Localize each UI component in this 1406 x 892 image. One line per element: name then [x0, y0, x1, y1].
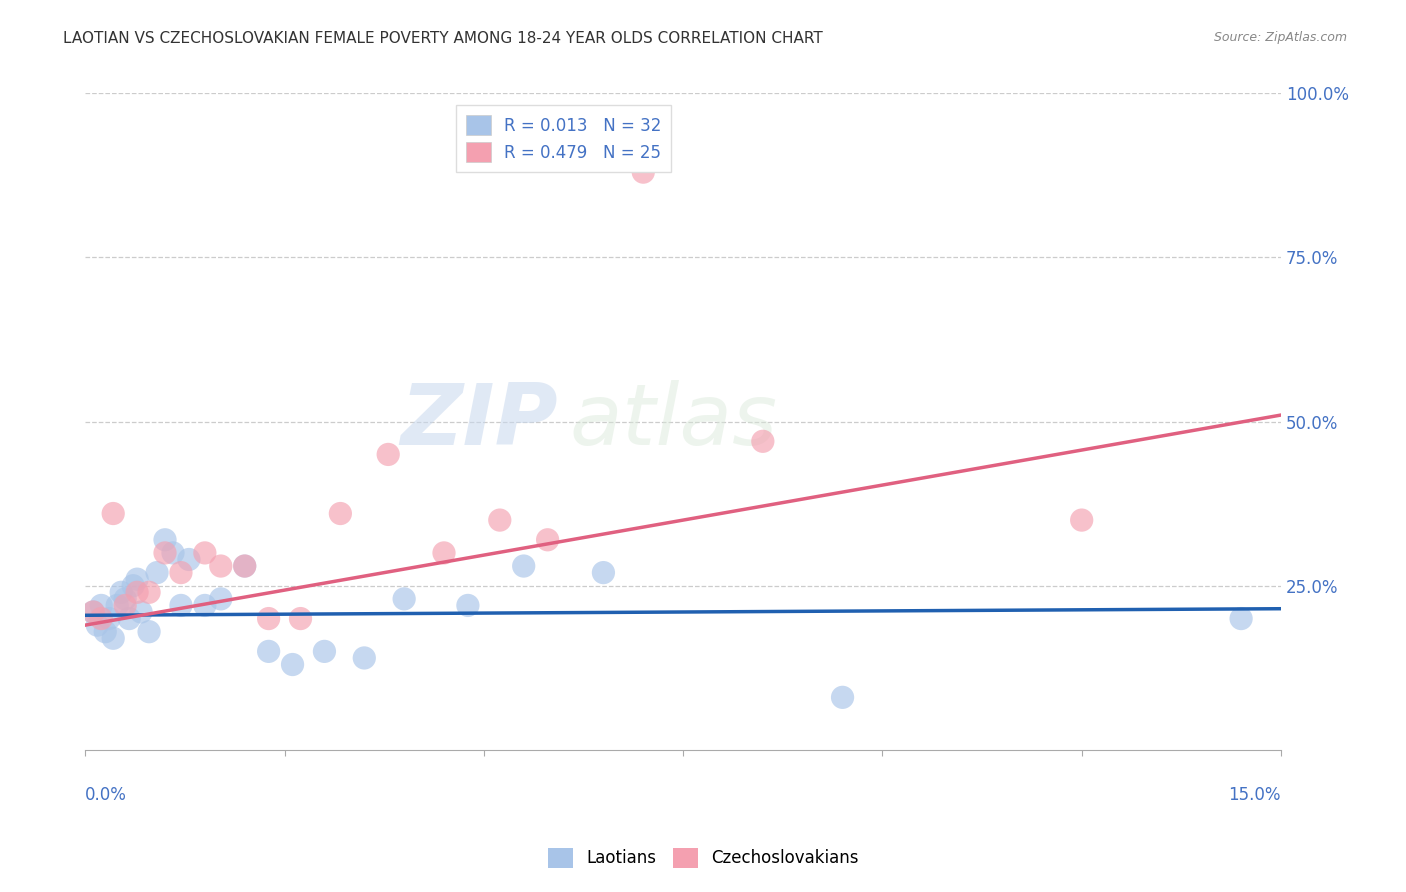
Point [257, 611, 280, 625]
Point [592, 566, 614, 580]
Point [82, 605, 104, 619]
Point [233, 559, 256, 574]
Text: atlas: atlas [569, 380, 778, 463]
Point [153, 533, 176, 547]
Point [209, 591, 232, 606]
Point [146, 566, 169, 580]
Text: LAOTIAN VS CZECHOSLOVAKIAN FEMALE POVERTY AMONG 18-24 YEAR OLDS CORRELATION CHAR: LAOTIAN VS CZECHOSLOVAKIAN FEMALE POVERT… [63, 31, 823, 46]
Point [831, 690, 853, 705]
Point [122, 579, 145, 593]
Point [90, 599, 112, 613]
Point [90, 611, 112, 625]
Legend: Laotians, Czechoslovakians: Laotians, Czechoslovakians [541, 841, 865, 875]
Point [153, 546, 176, 560]
Point [633, 165, 655, 179]
Point [86, 618, 108, 632]
Point [281, 657, 304, 672]
Point [457, 599, 479, 613]
Point [170, 599, 193, 613]
Point [1230, 611, 1253, 625]
Point [129, 605, 152, 619]
Text: Source: ZipAtlas.com: Source: ZipAtlas.com [1213, 31, 1347, 45]
Point [392, 591, 415, 606]
Point [82, 605, 104, 619]
Point [329, 507, 352, 521]
Point [233, 559, 256, 574]
Point [536, 533, 558, 547]
Point [127, 585, 149, 599]
Point [103, 507, 125, 521]
Point [433, 546, 456, 560]
Point [177, 552, 200, 566]
Point [162, 546, 184, 560]
Point [127, 572, 149, 586]
Point [94, 624, 117, 639]
Point [105, 599, 128, 613]
Text: ZIP: ZIP [399, 380, 558, 463]
Point [138, 624, 160, 639]
Point [98, 611, 121, 625]
Point [209, 559, 232, 574]
Point [194, 546, 217, 560]
Point [103, 632, 125, 646]
Point [194, 599, 217, 613]
Point [170, 566, 193, 580]
Text: 15.0%: 15.0% [1229, 786, 1281, 804]
Point [512, 559, 534, 574]
Point [118, 611, 141, 625]
Point [752, 434, 775, 449]
Point [353, 651, 375, 665]
Point [257, 644, 280, 658]
Point [110, 585, 132, 599]
Point [114, 591, 136, 606]
Point [290, 611, 312, 625]
Point [138, 585, 160, 599]
Legend: R = 0.013   N = 32, R = 0.479   N = 25: R = 0.013 N = 32, R = 0.479 N = 25 [456, 105, 672, 172]
Point [314, 644, 336, 658]
Point [114, 599, 136, 613]
Point [488, 513, 510, 527]
Point [1070, 513, 1092, 527]
Text: 0.0%: 0.0% [86, 786, 127, 804]
Point [377, 447, 399, 461]
